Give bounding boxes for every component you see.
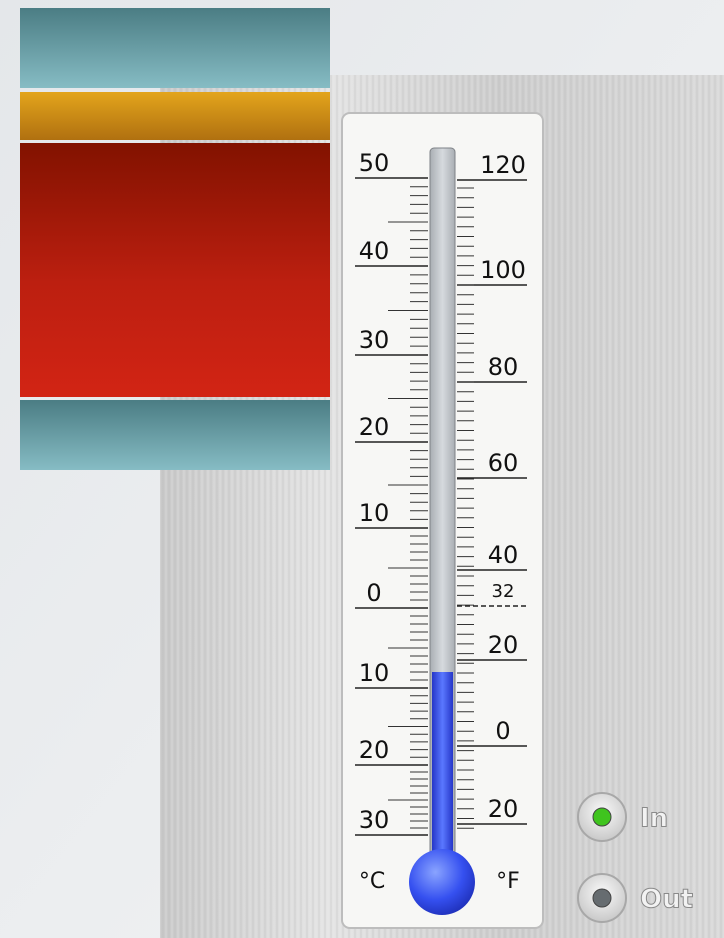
option-indicator[interactable]	[593, 889, 611, 907]
fahrenheit-label: 80	[488, 353, 519, 381]
celsius-label: 10	[359, 499, 390, 527]
fahrenheit-label: 40	[488, 541, 519, 569]
thermometer-app: 504030201001020301201008060403220020 °C …	[0, 0, 724, 938]
celsius-label: 20	[359, 413, 390, 441]
stripe-top	[20, 8, 330, 88]
option-label[interactable]: In	[640, 804, 668, 834]
stripe-orange	[20, 92, 330, 140]
fahrenheit-unit: °F	[496, 869, 520, 894]
page: 504030201001020301201008060403220020 °C …	[0, 0, 724, 938]
celsius-label: 30	[359, 326, 390, 354]
stripe-red	[20, 143, 330, 397]
fahrenheit-label: 60	[488, 449, 519, 477]
fahrenheit-label: 100	[480, 256, 526, 284]
celsius-label: 50	[359, 149, 390, 177]
celsius-label: 0	[366, 579, 381, 607]
bulb	[409, 849, 475, 915]
celsius-label: 40	[359, 237, 390, 265]
fahrenheit-label: 0	[495, 717, 510, 745]
celsius-label: 10	[359, 659, 390, 687]
stripe-bottom	[20, 400, 330, 470]
fahrenheit-label: 120	[480, 151, 526, 179]
mercury	[432, 672, 453, 868]
fahrenheit-label: 32	[492, 581, 515, 602]
option-label[interactable]: Out	[640, 885, 693, 915]
option-indicator[interactable]	[593, 808, 611, 826]
celsius-label: 20	[359, 736, 390, 764]
celsius-unit: °C	[359, 869, 385, 894]
fahrenheit-label: 20	[488, 631, 519, 659]
celsius-label: 30	[359, 806, 390, 834]
fahrenheit-label: 20	[488, 795, 519, 823]
